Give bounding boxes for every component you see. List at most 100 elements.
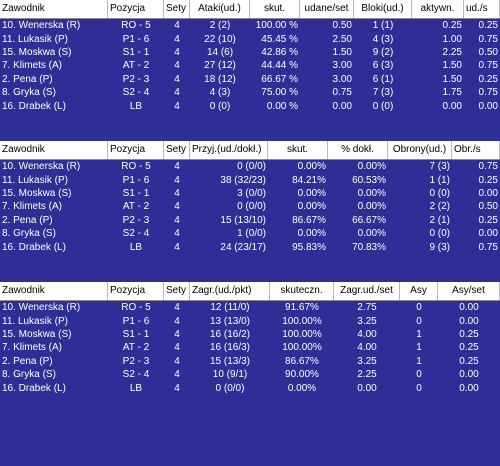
- table-cell: P1 - 6: [122, 174, 150, 186]
- column-header-sety[interactable]: Sety: [164, 282, 190, 300]
- column-header-pozycja[interactable]: Pozycja: [108, 282, 164, 300]
- table-cell: 1 (1): [372, 20, 394, 32]
- table-cell: 16 (16/3): [209, 342, 251, 354]
- table-cell: 4: [174, 100, 180, 112]
- table-cell: 1: [416, 355, 422, 367]
- table-row[interactable]: 15. Moskwa (S) S1 - 1 4 14 (6) 42.86 % 1.50 9 …: [0, 46, 500, 59]
- table-body: 10. Wenerska (R) RO - 5 4 2 (2) 100.00 % 0.50…: [0, 19, 500, 113]
- table-cell: 16. Drabek (L): [2, 382, 66, 394]
- column-header-asy-set[interactable]: Asy/set: [438, 282, 500, 300]
- column-header-zawodnik[interactable]: Zawodnik: [0, 141, 108, 159]
- table-cell: 1.50: [442, 60, 462, 72]
- table-cell: 4: [174, 33, 180, 45]
- column-header-sety[interactable]: Sety: [164, 0, 190, 18]
- table-cell: 0.00: [478, 187, 498, 199]
- table-row[interactable]: 8. Gryka (S) S2 - 4 4 10 (9/1) 90.00% 2.25 0 0.…: [0, 368, 500, 381]
- table-cell: 2 (2): [209, 20, 231, 32]
- table-cell: 0.50: [332, 20, 352, 32]
- column-header-skuteczn[interactable]: skuteczn.: [270, 282, 334, 300]
- column-header-zawodnik[interactable]: Zawodnik: [0, 0, 108, 18]
- table-cell: 100.00%: [282, 342, 322, 354]
- table-cell: 4: [174, 241, 180, 253]
- table-cell: 0: [416, 315, 422, 327]
- table-cell: 75.00 %: [261, 87, 298, 99]
- column-header-bloki-ud[interactable]: Bloki(ud.): [354, 0, 412, 18]
- table-cell: 0.25: [459, 342, 479, 354]
- table-cell: RO - 5: [121, 20, 151, 32]
- table-cell: 10. Wenerska (R): [2, 161, 81, 173]
- column-header-aktywn[interactable]: aktywn.: [412, 0, 464, 18]
- table-row[interactable]: 8. Gryka (S) S2 - 4 4 4 (3) 75.00 % 0.75 7 (3)…: [0, 86, 500, 99]
- column-header-ud-s[interactable]: ud./s: [464, 0, 500, 18]
- table-row[interactable]: 16. Drabek (L) LB 4 0 (0/0) 0.00% 0.00 0 0.00: [0, 381, 500, 394]
- table-cell: 4: [174, 20, 180, 32]
- table-row[interactable]: 11. Lukasik (P) P1 - 6 4 22 (10) 45.45 % 2.50…: [0, 32, 500, 45]
- column-header-pozycja[interactable]: Pozycja: [108, 141, 164, 159]
- table-row[interactable]: 10. Wenerska (R) RO - 5 4 12 (11/0) 91.67% 2.…: [0, 301, 500, 314]
- table-cell: RO - 5: [121, 302, 151, 314]
- table-cell: 15 (13/10): [220, 214, 266, 226]
- column-header-sety[interactable]: Sety: [164, 141, 190, 159]
- table-cell: 0.00%: [357, 201, 386, 213]
- column-header-przyj-ud-dok[interactable]: Przyj.(ud./dokł.): [190, 141, 268, 159]
- table-cell: 38 (32/23): [220, 174, 266, 186]
- table-cell: 8. Gryka (S): [2, 87, 56, 99]
- table-cell: 0.00%: [297, 201, 326, 213]
- table-cell: 4: [174, 302, 180, 314]
- column-header-skut[interactable]: skut.: [250, 0, 300, 18]
- table-cell: 0.25: [478, 214, 498, 226]
- table-cell: LB: [129, 241, 143, 253]
- table-row[interactable]: 2. Pena (P) P2 - 3 4 15 (13/10) 86.67% 66.67%…: [0, 214, 500, 227]
- column-header-zawodnik[interactable]: Zawodnik: [0, 282, 108, 300]
- table-cell: 1.00: [442, 33, 462, 45]
- table-cell: 100.00 %: [255, 20, 298, 32]
- table-cell: 2.25: [357, 369, 377, 381]
- column-header-dok[interactable]: % dokł.: [328, 141, 388, 159]
- table-cell: 6 (3): [372, 60, 394, 72]
- table-cell: 4: [174, 315, 180, 327]
- table-cell: 1 (0/0): [237, 228, 266, 240]
- table-row[interactable]: 10. Wenerska (R) RO - 5 4 0 (0/0) 0.00% 0.00%…: [0, 160, 500, 173]
- column-header-pozycja[interactable]: Pozycja: [108, 0, 164, 18]
- table-cell: 95.83%: [292, 241, 326, 253]
- table-row[interactable]: 11. Lukasik (P) P1 - 6 4 38 (32/23) 84.21% 60…: [0, 173, 500, 186]
- column-header-skut[interactable]: skut.: [268, 141, 328, 159]
- table-row[interactable]: 15. Moskwa (S) S1 - 1 4 3 (0/0) 0.00% 0.00% 0 …: [0, 187, 500, 200]
- table-row[interactable]: 7. Klimets (A) AT - 2 4 16 (16/3) 100.00% 4.0…: [0, 341, 500, 354]
- column-header-obrony-ud[interactable]: Obrony(ud.): [388, 141, 452, 159]
- table-cell: S1 - 1: [122, 46, 150, 58]
- table-row[interactable]: 2. Pena (P) P2 - 3 4 18 (12) 66.67 % 3.00 6 (1…: [0, 73, 500, 86]
- table-cell: 0.00: [357, 382, 377, 394]
- table-row[interactable]: 15. Moskwa (S) S1 - 1 4 16 (16/2) 100.00% 4.0…: [0, 328, 500, 341]
- table-row[interactable]: 8. Gryka (S) S2 - 4 4 1 (0/0) 0.00% 0.00% 0 (0…: [0, 227, 500, 240]
- table-row[interactable]: 10. Wenerska (R) RO - 5 4 2 (2) 100.00 % 0.50…: [0, 19, 500, 32]
- table-cell: 4: [174, 228, 180, 240]
- table-row[interactable]: 7. Klimets (A) AT - 2 4 27 (12) 44.44 % 3.00 6…: [0, 59, 500, 72]
- table-cell: 100.00%: [282, 328, 322, 340]
- column-header-udane-set[interactable]: udane/set: [300, 0, 354, 18]
- table-row[interactable]: 7. Klimets (A) AT - 2 4 0 (0/0) 0.00% 0.00% 2 …: [0, 200, 500, 213]
- table-cell: 10 (9/1): [212, 369, 248, 381]
- table-cell: 4 (3): [209, 87, 231, 99]
- column-header-ataki-ud[interactable]: Ataki(ud.): [190, 0, 250, 18]
- column-header-asy[interactable]: Asy: [400, 282, 438, 300]
- column-header-zagr-ud-set[interactable]: Zagr.ud./set: [334, 282, 400, 300]
- table-cell: 0.75: [478, 60, 498, 72]
- table-row[interactable]: 16. Drabek (L) LB 4 0 (0) 0.00 % 0.00 0 (0) 0.0…: [0, 99, 500, 112]
- table-cell: AT - 2: [122, 342, 150, 354]
- table-row[interactable]: 16. Drabek (L) LB 4 24 (23/17) 95.83% 70.83% 9…: [0, 240, 500, 253]
- table-cell: 100.00%: [282, 315, 322, 327]
- table-cell: 1 (1): [429, 174, 450, 186]
- table-cell: 3.00: [332, 73, 352, 85]
- table-cell: 0.00: [459, 382, 479, 394]
- column-header-zagr-ud-pkt[interactable]: Zagr.(ud./pkt): [190, 282, 270, 300]
- table-row[interactable]: 11. Lukasik (P) P1 - 6 4 13 (13/0) 100.00% 3.…: [0, 314, 500, 327]
- table-cell: 0.00%: [297, 187, 326, 199]
- table-cell: 24 (23/17): [220, 241, 266, 253]
- table-cell: 0.75: [478, 33, 498, 45]
- table-cell: RO - 5: [121, 161, 151, 173]
- column-header-obr-s[interactable]: Obr./s: [452, 141, 500, 159]
- table-cell: 0.50: [478, 201, 498, 213]
- table-row[interactable]: 2. Pena (P) P2 - 3 4 15 (13/3) 86.67% 3.25 1 0.…: [0, 355, 500, 368]
- table-cell: 4: [174, 328, 180, 340]
